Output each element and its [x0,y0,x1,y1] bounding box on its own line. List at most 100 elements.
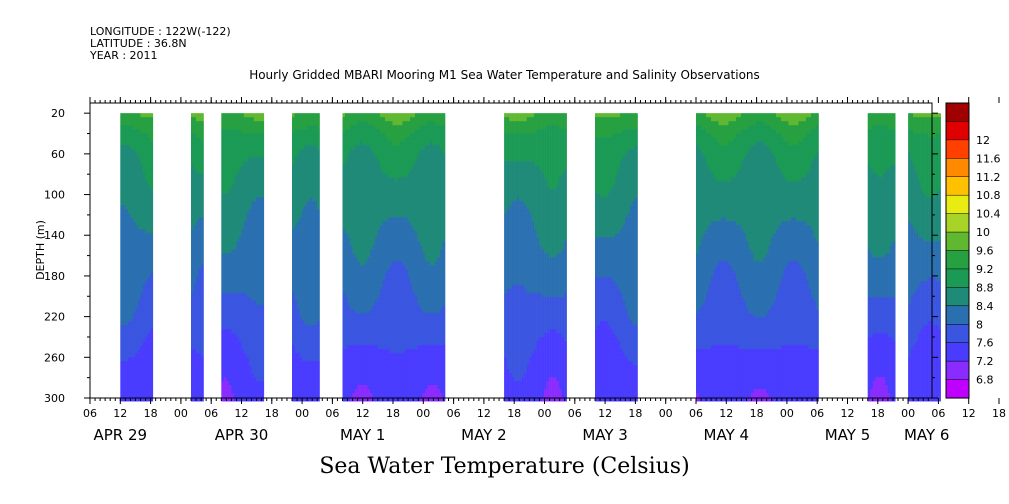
heatmap-cell [294,209,298,214]
heatmap-cell [191,313,194,318]
heatmap-cell [253,321,257,326]
heatmap-cell [221,213,225,218]
heatmap-cell [145,205,149,210]
heatmap-cell [350,241,353,246]
heatmap-cell [228,277,232,282]
heatmap-cell [387,197,391,202]
heatmap-cell [367,357,371,362]
heatmap-cell [248,393,252,398]
heatmap-cell [233,185,237,190]
heatmap-cell [140,229,144,234]
heatmap-cell [352,281,356,286]
heatmap-cell [317,333,320,338]
heatmap-cell [226,365,230,370]
heatmap-cell [261,193,265,198]
heatmap-cell [137,341,141,346]
heatmap-cell [387,273,391,278]
heatmap-cell [345,337,348,342]
heatmap-cell [380,185,383,190]
heatmap-cell [347,241,351,246]
heatmap-cell [243,253,247,258]
heatmap-cell [191,341,194,346]
heatmap-cell [362,157,366,162]
heatmap-cell [223,313,227,318]
heatmap-cell [375,389,378,394]
heatmap-cell [292,181,295,186]
heatmap-cell [127,177,131,182]
heatmap-cell [292,393,295,398]
heatmap-cell [392,277,396,282]
heatmap-cell [246,217,250,222]
heatmap-cell [130,253,134,258]
heatmap-cell [367,301,371,306]
heatmap-cell [241,373,245,378]
heatmap-cell [193,293,197,298]
heatmap-cell [317,293,320,298]
heatmap-cell [347,113,351,118]
heatmap-cell [375,173,378,178]
heatmap-cell [362,329,366,334]
heatmap-cell [309,341,313,346]
heatmap-cell [142,229,146,234]
heatmap-cell [226,245,230,250]
heatmap-cell [314,197,318,202]
heatmap-cell [122,189,126,194]
heatmap-cell [122,337,126,342]
heatmap-cell [342,197,346,202]
heatmap-cell [231,237,235,242]
heatmap-cell [125,309,129,314]
heatmap-cell [292,273,295,278]
heatmap-cell [294,137,298,142]
heatmap-cell [400,149,403,154]
heatmap-cell [142,381,146,386]
heatmap-cell [385,229,388,234]
heatmap-cell [120,221,124,226]
heatmap-cell [145,137,149,142]
heatmap-cell [392,361,396,366]
heatmap-cell [137,265,141,270]
heatmap-cell [246,145,250,150]
heatmap-cell [253,233,257,238]
heatmap-cell [261,281,265,286]
heatmap-cell [352,325,356,330]
heatmap-cell [221,373,225,378]
heatmap-cell [372,385,376,390]
heatmap-cell [390,113,393,118]
heatmap-cell [122,129,126,134]
heatmap-cell [193,349,197,354]
heatmap-cell [246,353,250,358]
heatmap-cell [125,165,129,170]
heatmap-cell [130,329,134,334]
heatmap-cell [196,397,199,402]
heatmap-cell [248,165,252,170]
heatmap-cell [246,321,250,326]
heatmap-cell [372,345,376,350]
heatmap-cell [122,253,126,258]
heatmap-cell [122,125,126,130]
heatmap-cell [150,289,154,294]
heatmap-cell [140,273,144,278]
heatmap-cell [314,297,318,302]
heatmap-cell [392,193,396,198]
heatmap-cell [127,337,131,342]
heatmap-cell [397,389,401,394]
heatmap-cell [135,253,139,258]
heatmap-cell [375,177,378,182]
heatmap-cell [392,261,396,266]
heatmap-cell [248,217,252,222]
heatmap-cell [241,121,245,126]
heatmap-cell [137,213,141,218]
heatmap-cell [193,125,197,130]
heatmap-cell [243,181,247,186]
heatmap-cell [191,205,194,210]
heatmap-cell [253,117,257,122]
heatmap-cell [253,269,257,274]
heatmap-cell [362,241,366,246]
heatmap-cell [256,245,260,250]
heatmap-cell [226,253,230,258]
heatmap-cell [350,309,353,314]
heatmap-cell [228,113,232,118]
heatmap-cell [297,205,300,210]
heatmap-cell [314,353,318,358]
heatmap-cell [233,357,237,362]
